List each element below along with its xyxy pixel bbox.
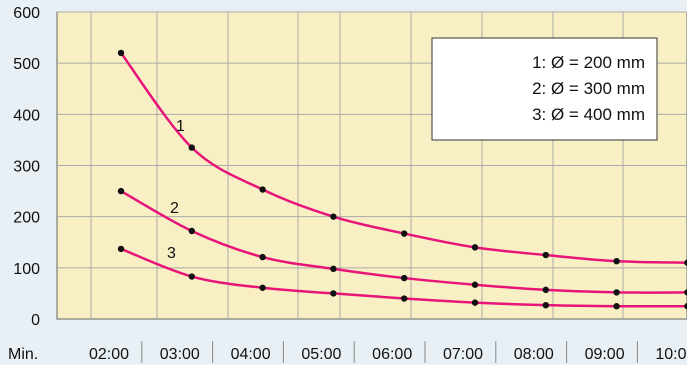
x-tick-label: 05:00 [301,346,341,363]
legend-entry-3: 3: Ø = 400 mm [532,105,645,124]
data-point [471,299,479,306]
x-axis-ticks: Min. 02:00 03:00 04:00 05:00 06:00 07:00 08:00… [8,341,687,363]
y-axis-ticks: 0 100 200 300 400 500 600 [13,5,40,329]
legend-entry-2: 2: Ø = 300 mm [532,79,645,98]
data-point [401,274,408,282]
data-point [613,257,620,265]
x-tick-label: 02:00 [89,346,129,363]
data-point [684,289,687,296]
legend-box [431,37,658,141]
data-point [330,213,337,220]
x-tick-label: 09:00 [585,346,625,363]
data-point [542,286,549,294]
series-labels: 1 2 3 [167,118,185,262]
x-tick-label: 06:00 [372,346,412,363]
legend-entry-1: 1: Ø = 200 mm [532,53,645,72]
y-tick-label: 100 [13,261,40,278]
data-point [684,303,687,310]
data-point [542,251,549,259]
series-label: 1 [176,118,185,135]
y-tick-label: 400 [13,107,40,124]
series-label: 2 [170,200,179,217]
data-point [684,259,687,266]
data-points [117,49,687,310]
data-point [613,289,620,296]
grid [57,11,687,319]
y-tick-label: 600 [13,5,40,22]
data-point [613,303,620,310]
data-point [542,301,549,309]
data-point [188,273,195,280]
y-tick-label: 0 [31,312,40,329]
data-point [259,284,266,291]
data-point [188,144,195,151]
x-tick-label: 04:00 [231,346,271,363]
x-axis-prefix: Min. [8,346,38,363]
y-tick-label: 500 [13,56,40,73]
data-point [471,281,479,288]
data-point [188,227,195,235]
series-label: 3 [167,245,176,262]
x-tick-label: 08:00 [514,346,554,363]
y-tick-label: 300 [13,159,40,176]
series-line-1 [119,52,687,264]
x-tick-label: 03:00 [160,346,200,363]
data-point [401,295,408,302]
data-point [471,244,479,251]
data-point [117,245,125,253]
data-point [401,230,408,237]
x-tick-label: 07:00 [443,346,483,363]
legend: 1: Ø = 200 mm 2: Ø = 300 mm 3: Ø = 400 m… [431,37,658,141]
data-point [259,186,266,193]
x-tick-label: 10:00 [655,346,687,363]
data-point [330,290,337,297]
data-point [330,265,337,273]
data-point [117,49,125,57]
data-point [259,253,266,261]
data-point [117,187,125,195]
y-tick-label: 200 [13,210,40,227]
